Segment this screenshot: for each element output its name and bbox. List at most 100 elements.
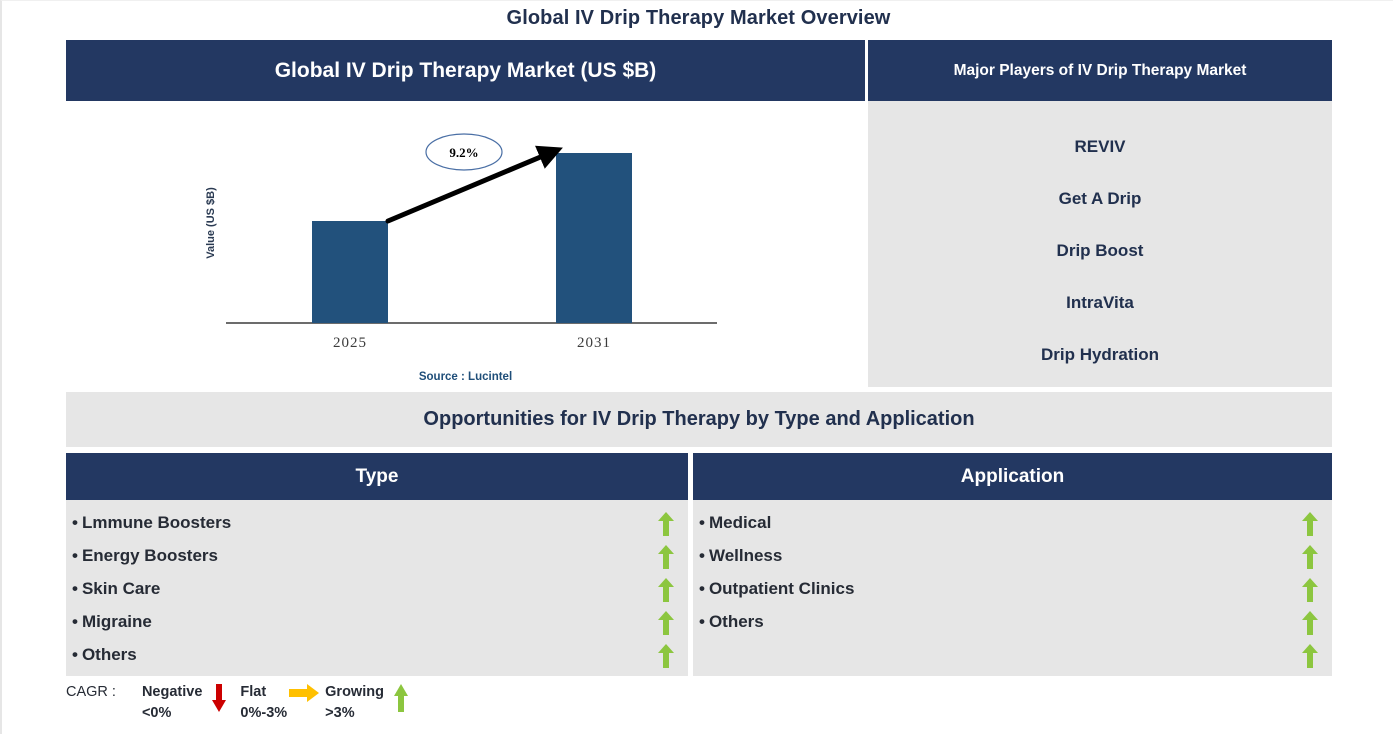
type-column: Type • Lmmune Boosters • Energy Boosters •… <box>66 453 688 676</box>
legend-item-range: 0%-3% <box>240 705 288 722</box>
list-item: • Energy Boosters <box>72 540 628 573</box>
opportunities-banner-label: Opportunities for IV Drip Therapy by Typ… <box>423 408 975 430</box>
arrow-up-icon <box>1302 643 1318 668</box>
legend-item-text: Negative <0% <box>142 682 202 724</box>
list-item: • Others <box>699 606 1272 639</box>
arrow-slot <box>658 540 674 573</box>
players-panel-header-label: Major Players of IV Drip Therapy Market <box>953 61 1247 79</box>
arrow-slot <box>1302 606 1318 639</box>
arrow-up-icon <box>1302 610 1318 635</box>
arrow-slot <box>658 639 674 672</box>
arrow-down-icon <box>212 684 227 712</box>
bullet-icon: • <box>72 513 78 532</box>
application-trend-arrows <box>1302 507 1318 672</box>
arrow-up-icon <box>658 643 674 668</box>
application-column-body: • Medical • Wellness • Outpatient Clinics •… <box>693 500 1332 676</box>
chart-source-label: Source : Lucintel <box>418 371 513 383</box>
list-item: • Wellness <box>699 540 1272 573</box>
legend-item-title: Negative <box>141 684 203 700</box>
application-column: Application • Medical • Wellness • Outpatie… <box>693 453 1332 676</box>
legend-item-range: <0% <box>141 705 172 722</box>
cagr-callout-bubble <box>425 133 503 171</box>
arrow-slot <box>658 507 674 540</box>
x-tick-label-0: 2025 <box>333 335 367 351</box>
type-list: • Lmmune Boosters • Energy Boosters • Skin … <box>72 507 628 672</box>
chart-svg: Value (US $B) 2025 2031 9.2% <box>205 133 717 351</box>
bar-2031 <box>556 153 632 323</box>
arrow-up-icon <box>1302 511 1318 536</box>
list-item: • Migraine <box>72 606 628 639</box>
player-item: Get A Drip <box>1058 189 1142 208</box>
list-item-label: Others <box>708 611 764 631</box>
cagr-legend: CAGR : Negative <0% Flat 0%-3% Growing >… <box>66 682 422 724</box>
player-item: REVIV <box>1074 137 1126 156</box>
list-item-label: Migraine <box>81 611 152 631</box>
chart-panel-header: Global IV Drip Therapy Market (US $B) <box>66 40 865 101</box>
arrow-right-icon <box>289 684 320 702</box>
application-column-header: Application <box>693 453 1332 500</box>
legend-item-growing: Growing >3% <box>325 682 418 724</box>
player-item: Drip Hydration <box>1040 345 1160 364</box>
list-item-label: Energy Boosters <box>81 545 218 565</box>
arrow-slot <box>1302 507 1318 540</box>
list-item: • Lmmune Boosters <box>72 507 628 540</box>
player-item: Drip Boost <box>1056 241 1144 260</box>
legend-item-range: >3% <box>325 705 355 722</box>
bullet-icon: • <box>699 611 705 631</box>
legend-item-text: Growing >3% <box>325 682 384 724</box>
arrow-up-icon <box>393 684 408 712</box>
market-bar-chart: Value (US $B) 2025 2031 9.2% Source : Lu… <box>66 101 865 387</box>
arrow-slot <box>1302 639 1318 672</box>
chart-panel-header-label: Global IV Drip Therapy Market (US $B) <box>274 58 657 82</box>
list-item-label: Others <box>81 644 137 664</box>
arrow-slot <box>658 573 674 606</box>
arrow-up-icon <box>658 577 674 602</box>
list-item-label: Skin Care <box>81 578 161 598</box>
type-trend-arrows <box>658 507 674 672</box>
y-axis-title: Value (US $B) <box>205 187 217 259</box>
legend-icon-wrap <box>202 682 236 712</box>
player-item: IntraVita <box>1066 293 1134 312</box>
bullet-icon: • <box>72 611 78 631</box>
legend-icon-wrap <box>287 682 321 702</box>
page-title: Global IV Drip Therapy Market Overview <box>506 7 891 29</box>
list-item: • Outpatient Clinics <box>699 573 1272 606</box>
arrow-up-icon <box>1302 544 1318 569</box>
bullet-icon: • <box>699 545 705 565</box>
legend-item-negative: Negative <0% <box>142 682 236 724</box>
x-tick-label-1: 2031 <box>577 335 611 351</box>
bullet-icon: • <box>72 578 78 598</box>
opportunities-banner: Opportunities for IV Drip Therapy by Typ… <box>66 392 1332 447</box>
application-column-header-label: Application <box>960 465 1065 487</box>
legend-item-flat: Flat 0%-3% <box>240 682 321 724</box>
arrow-up-icon <box>1302 577 1318 602</box>
legend-icon-wrap <box>384 682 418 712</box>
application-list: • Medical • Wellness • Outpatient Clinics •… <box>699 507 1272 639</box>
list-item-label: Wellness <box>708 545 783 565</box>
legend-item-title: Growing <box>325 684 384 700</box>
arrow-slot <box>658 606 674 639</box>
bullet-icon: • <box>699 513 705 532</box>
major-players-list: REVIV Get A Drip Drip Boost IntraVita Dr… <box>868 101 1332 387</box>
list-item-label: Medical <box>708 513 772 532</box>
list-item: • Others <box>72 639 628 672</box>
type-column-body: • Lmmune Boosters • Energy Boosters • Skin … <box>66 500 688 676</box>
growth-arrow <box>385 145 563 224</box>
bar-2025 <box>312 221 388 323</box>
arrow-up-icon <box>658 544 674 569</box>
bullet-icon: • <box>72 545 78 565</box>
bullet-icon: • <box>72 644 78 664</box>
list-item-label: Lmmune Boosters <box>81 513 232 532</box>
legend-item-title: Flat <box>240 684 267 700</box>
cagr-value-label: 9.2% <box>449 145 478 160</box>
arrow-slot <box>1302 540 1318 573</box>
list-item-label: Outpatient Clinics <box>708 578 855 598</box>
type-column-header: Type <box>66 453 688 500</box>
bullet-icon: • <box>699 578 705 598</box>
arrow-up-icon <box>658 511 674 536</box>
list-item: • Skin Care <box>72 573 628 606</box>
legend-item-text: Flat 0%-3% <box>240 682 287 724</box>
type-column-header-label: Type <box>355 465 399 487</box>
players-panel-header: Major Players of IV Drip Therapy Market <box>868 40 1332 101</box>
